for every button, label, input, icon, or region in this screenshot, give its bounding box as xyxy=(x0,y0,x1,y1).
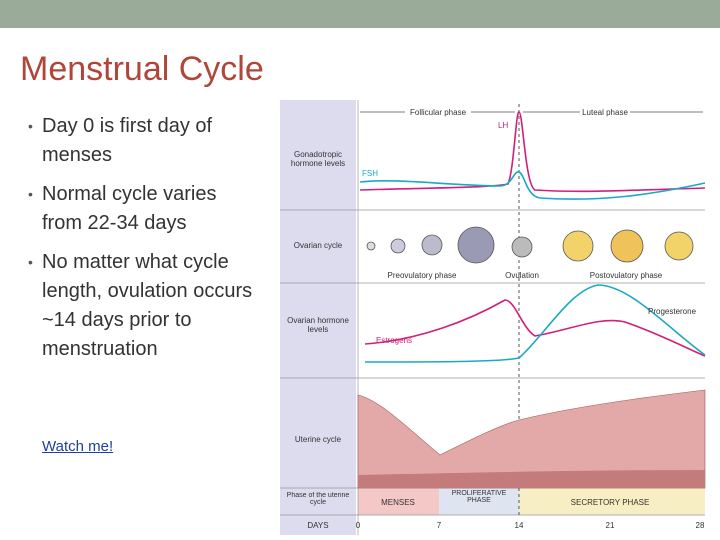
progesterone-label: Progesterone xyxy=(648,307,697,316)
lh-label: LH xyxy=(498,121,508,130)
bullet: Day 0 is first day of menses xyxy=(28,112,258,170)
slide-title: Menstrual Cycle xyxy=(20,50,264,88)
endometrium-base xyxy=(358,470,705,488)
phase-box-label: MENSES xyxy=(381,498,415,507)
fsh-label: FSH xyxy=(362,169,378,178)
phase-box-label: SECRETORY PHASE xyxy=(571,498,650,507)
estrogen-curve xyxy=(364,299,706,357)
phase-label: Follicular phase xyxy=(410,108,467,117)
label-column xyxy=(280,100,356,535)
day-tick: 28 xyxy=(696,521,705,530)
row-label: Gonadotropic hormone levels xyxy=(290,150,346,168)
day-tick: 14 xyxy=(515,521,524,530)
row-label: Phase of the uterine cycle xyxy=(286,492,350,506)
watch-link[interactable]: Watch me! xyxy=(42,438,114,455)
label-bg xyxy=(405,106,471,118)
row-label: Ovarian cycle xyxy=(294,241,343,250)
bullet: Normal cycle varies from 22-34 days xyxy=(28,180,258,238)
lh-curve xyxy=(359,111,706,193)
row-label: Ovarian hormone levels xyxy=(287,316,349,334)
ovarian-label: Ovulation xyxy=(505,271,539,280)
top-band xyxy=(0,0,720,28)
proliferative-box xyxy=(439,488,519,515)
bullet-list: Day 0 is first day of menses Normal cycl… xyxy=(28,112,258,374)
follicles xyxy=(366,226,694,264)
estrogen-label: Estrogens xyxy=(376,336,412,345)
progesterone-curve xyxy=(364,284,706,363)
ovarian-label: Postovulatory phase xyxy=(590,271,663,280)
phase-box-label: PROLIFERATIVE PHASE xyxy=(451,490,507,504)
menses-box xyxy=(358,488,439,515)
ovarian-label: Preovulatory phase xyxy=(388,271,457,280)
phase-label: Luteal phase xyxy=(582,108,628,117)
bullet: No matter what cycle length, ovulation o… xyxy=(28,248,258,364)
label-bg xyxy=(580,106,630,118)
fsh-curve xyxy=(359,171,706,200)
row-label: Uterine cycle xyxy=(295,435,342,444)
day-tick: 7 xyxy=(437,521,442,530)
days-label: DAYS xyxy=(307,521,328,530)
secretory-box xyxy=(519,488,705,515)
day-tick: 21 xyxy=(606,521,615,530)
day-tick: 0 xyxy=(356,521,361,530)
endometrium xyxy=(357,389,706,489)
